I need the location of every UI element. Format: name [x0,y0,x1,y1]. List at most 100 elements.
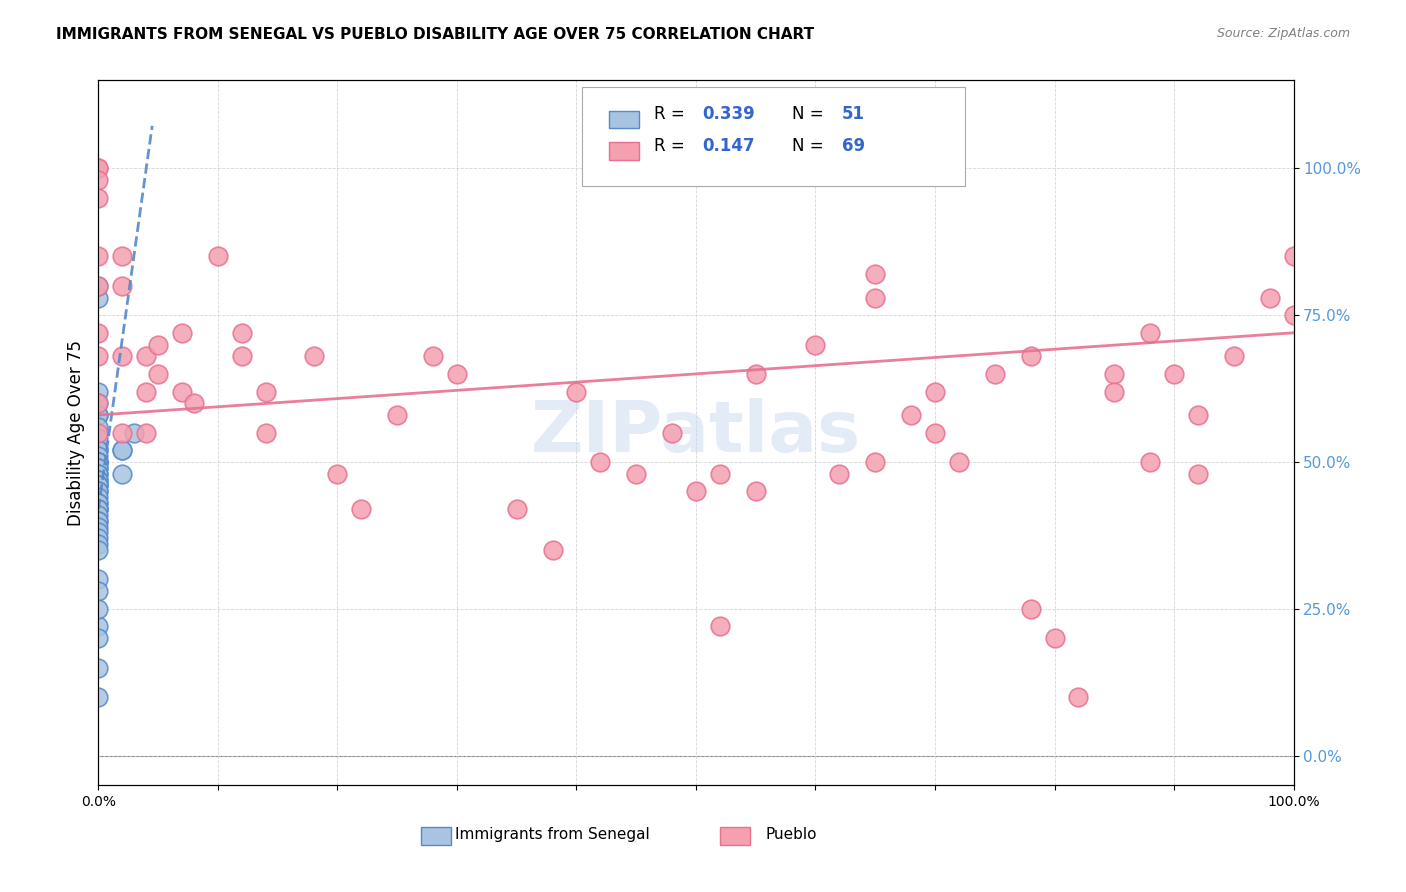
Y-axis label: Disability Age Over 75: Disability Age Over 75 [66,340,84,525]
Point [111,425,134,440]
Point [87,490,110,504]
Point [231,349,253,363]
Point [709,467,731,481]
Point [111,349,134,363]
Point [148,337,170,351]
FancyBboxPatch shape [582,87,965,186]
Point [948,455,970,469]
Point [135,425,157,440]
Point [828,467,851,481]
Point [87,443,110,458]
Text: 51: 51 [842,105,865,123]
Point [87,161,110,176]
Point [302,349,325,363]
Text: 69: 69 [842,136,865,154]
Point [231,326,253,340]
Point [111,443,134,458]
Point [745,367,768,381]
Point [422,349,444,363]
Point [87,484,110,499]
Text: 0.339: 0.339 [702,105,755,123]
Point [87,473,110,487]
Text: Source: ZipAtlas.com: Source: ZipAtlas.com [1216,27,1350,40]
Point [1258,291,1281,305]
Point [661,425,683,440]
Point [87,514,110,528]
Point [1067,690,1090,704]
Text: ZIPatlas: ZIPatlas [531,398,860,467]
Point [87,467,110,481]
Point [1019,349,1042,363]
Point [111,467,134,481]
Point [87,496,110,510]
Point [87,514,110,528]
Point [124,425,146,440]
Point [87,502,110,516]
FancyBboxPatch shape [609,111,638,128]
Point [87,601,110,615]
Point [1187,467,1209,481]
Point [87,291,110,305]
Text: N =: N = [792,136,828,154]
Point [87,349,110,363]
Point [87,396,110,410]
Point [1163,367,1185,381]
Point [87,249,110,264]
FancyBboxPatch shape [720,827,749,845]
Point [87,584,110,599]
Point [685,484,707,499]
Point [87,573,110,587]
Point [87,473,110,487]
Point [1043,631,1066,645]
Point [87,478,110,492]
Point [87,455,110,469]
Point [87,478,110,492]
Text: IMMIGRANTS FROM SENEGAL VS PUEBLO DISABILITY AGE OVER 75 CORRELATION CHART: IMMIGRANTS FROM SENEGAL VS PUEBLO DISABI… [56,27,814,42]
Point [87,660,110,674]
Text: N =: N = [792,105,828,123]
Point [87,531,110,545]
Point [506,502,529,516]
Point [565,384,588,399]
Text: R =: R = [654,136,690,154]
Point [148,367,170,381]
Point [385,408,409,422]
Text: R =: R = [654,105,690,123]
Point [865,291,887,305]
Point [804,337,827,351]
Point [183,396,205,410]
Point [135,349,157,363]
Point [1019,601,1042,615]
Point [87,425,110,440]
Point [984,367,1007,381]
Point [135,384,157,399]
Point [1282,249,1305,264]
Point [87,419,110,434]
Point [87,278,110,293]
Point [900,408,922,422]
Point [87,408,110,422]
Point [87,191,110,205]
Point [1139,455,1161,469]
Point [589,455,612,469]
Point [1282,308,1305,322]
Point [87,396,110,410]
Text: Immigrants from Senegal: Immigrants from Senegal [456,827,650,842]
Point [87,496,110,510]
Point [87,408,110,422]
Point [87,460,110,475]
Point [87,384,110,399]
Point [87,326,110,340]
Point [745,484,768,499]
Point [1104,384,1126,399]
Point [1187,408,1209,422]
Point [1104,367,1126,381]
Point [87,519,110,533]
Point [87,690,110,704]
Point [626,467,648,481]
Point [87,502,110,516]
FancyBboxPatch shape [422,827,451,845]
Point [87,173,110,187]
Point [541,543,564,558]
Point [1223,349,1246,363]
